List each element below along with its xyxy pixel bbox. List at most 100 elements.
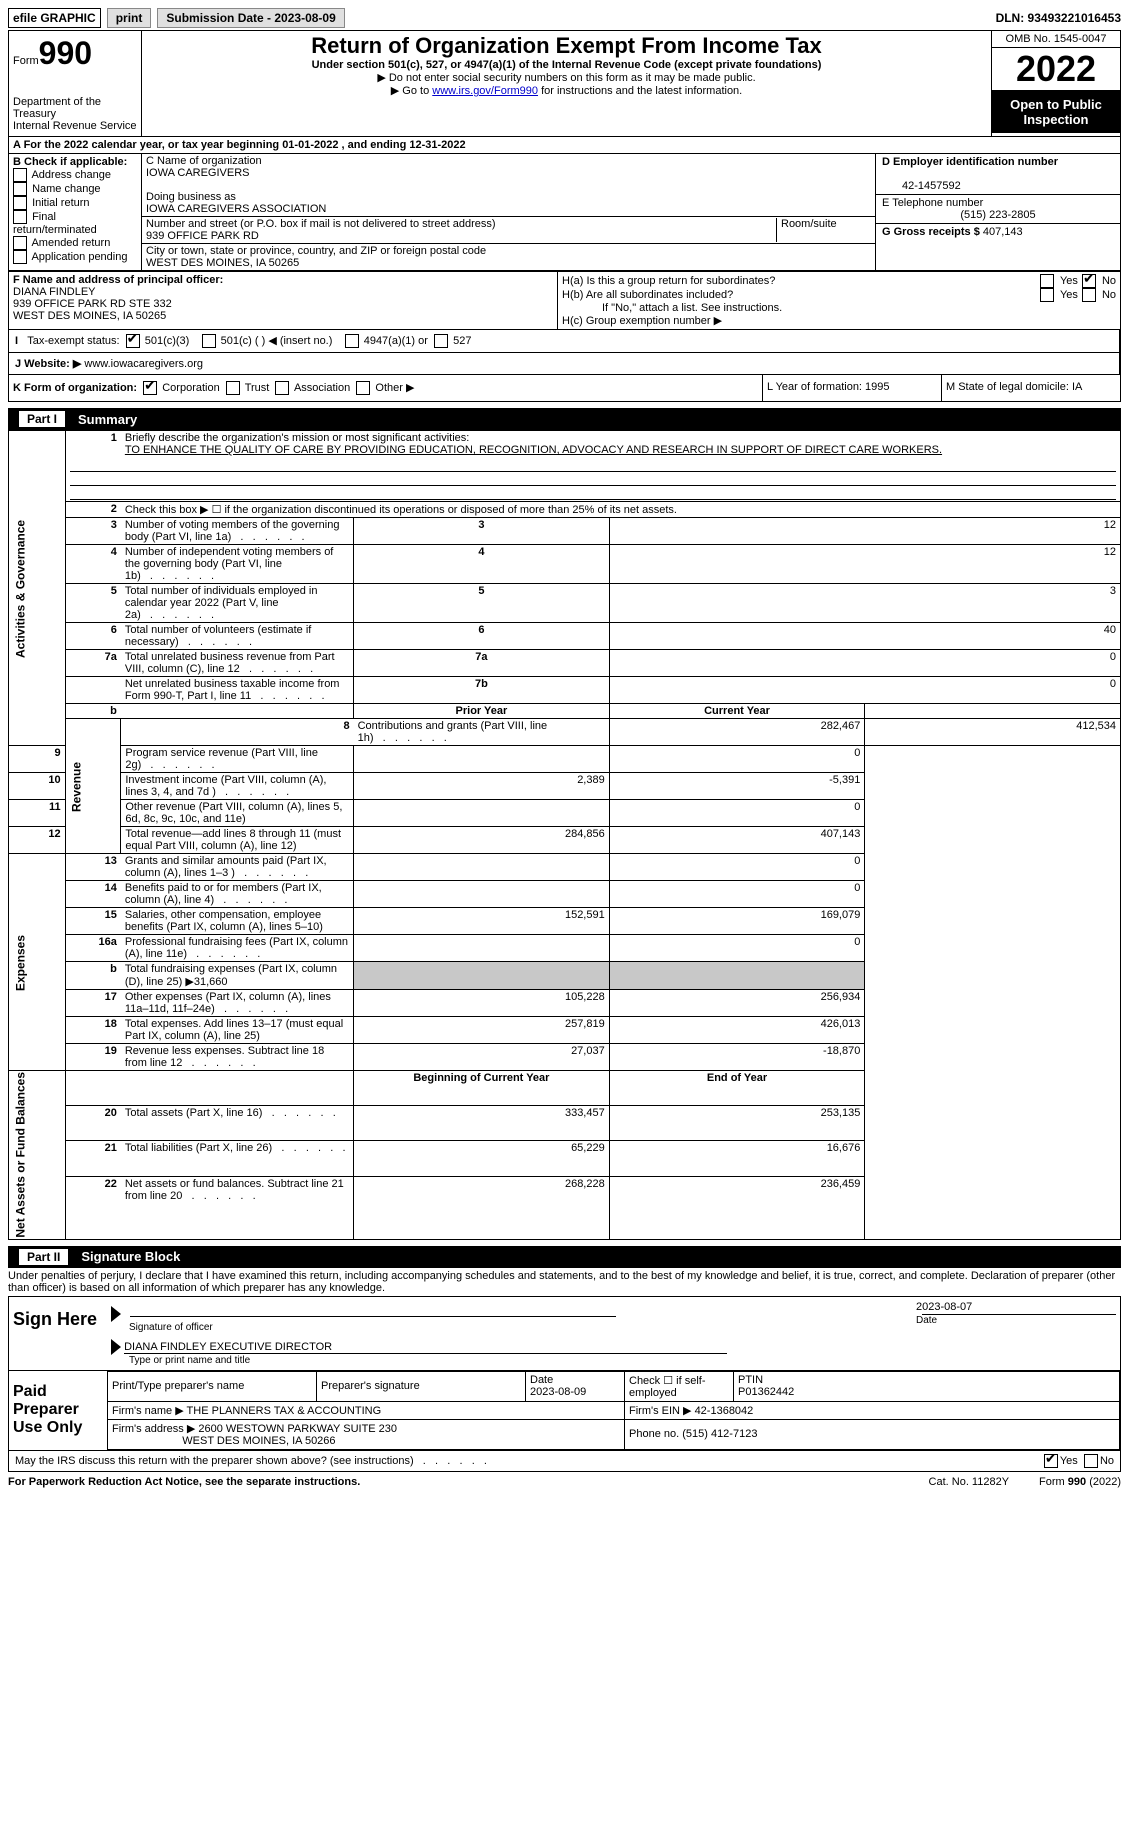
form-number: 990 [39,35,92,71]
firm-name-label: Firm's name ▶ [112,1405,184,1417]
chk-initial-return[interactable] [13,196,27,210]
chk-other[interactable] [356,381,370,395]
ha-label: H(a) Is this a group return for subordin… [562,275,1036,287]
hdr-prior-year: Prior Year [354,704,610,719]
hdr-boy: Beginning of Current Year [354,1071,610,1106]
firm-phone: Phone no. (515) 412-7123 [625,1419,1120,1449]
may-discuss: May the IRS discuss this return with the… [15,1455,1044,1467]
hb-yes[interactable] [1040,288,1054,302]
opt-address-change: Address change [31,169,111,181]
yes-text: Yes [1060,275,1078,287]
arrow-icon2 [111,1339,121,1355]
chk-assoc[interactable] [275,381,289,395]
form-title: Return of Organization Exempt From Incom… [142,33,991,59]
efile-label: efile GRAPHIC [8,8,101,28]
side-net-assets: Net Assets or Fund Balances [9,1071,66,1240]
ha-yes[interactable] [1040,274,1054,288]
irs-label: Internal Revenue Service [13,120,137,132]
opt-trust: Trust [245,382,270,394]
hb-label: H(b) Are all subordinates included? [562,289,1036,301]
gross-receipts-label: G Gross receipts $ [882,226,980,238]
chk-amended[interactable] [13,236,27,250]
opt-app-pending: Application pending [31,251,127,263]
chk-address-change[interactable] [13,168,27,182]
line-1-text: Briefly describe the organization's miss… [125,432,469,444]
phone-label: E Telephone number [882,197,983,209]
dba-value: IOWA CAREGIVERS ASSOCIATION [146,203,326,215]
form-word: Form [13,55,39,67]
sign-here: Sign Here [9,1297,107,1370]
firm-ein-val: 42-1368042 [695,1405,754,1417]
side-expenses: Expenses [9,854,66,1071]
year-formation: L Year of formation: 1995 [763,375,942,401]
ssn-note: ▶ Do not enter social security numbers o… [142,71,991,84]
hdr-eoy: End of Year [609,1071,865,1106]
chk-501c3[interactable] [126,334,140,348]
cat-no: Cat. No. 11282Y [929,1476,1010,1488]
firm-addr2: WEST DES MOINES, IA 50266 [182,1435,335,1447]
ptin-val: P01362442 [738,1386,794,1398]
side-activities: Activities & Governance [9,431,66,746]
opt-501c3: 501(c)(3) [145,335,190,347]
chk-name-change[interactable] [13,182,27,196]
tax-year: 2022 [992,48,1120,91]
hdr-current-year: Current Year [609,704,865,719]
chk-trust[interactable] [226,381,240,395]
goto-suffix: for instructions and the latest informat… [538,85,742,97]
opt-other: Other ▶ [375,382,414,394]
chk-4947[interactable] [345,334,359,348]
irs-link[interactable]: www.irs.gov/Form990 [432,85,538,97]
prep-sig-label: Preparer's signature [317,1371,526,1401]
paid-preparer-label: Paid Preparer Use Only [9,1371,107,1450]
chk-501c[interactable] [202,334,216,348]
city-label: City or town, state or province, country… [146,245,486,257]
opt-corp: Corporation [162,382,219,394]
line-2-num: 2 [65,502,121,518]
chk-corp[interactable] [143,381,157,395]
prep-date-val: 2023-08-09 [530,1386,586,1398]
goto-prefix: ▶ Go to [391,85,432,97]
gross-receipts-value: 407,143 [983,226,1023,238]
mission-text: TO ENHANCE THE QUALITY OF CARE BY PROVID… [125,444,942,456]
prep-name-label: Print/Type preparer's name [108,1371,317,1401]
phone-value: (515) 223-2805 [882,209,1114,221]
row-4: 4Number of independent voting members of… [9,545,1121,584]
chk-527[interactable] [434,334,448,348]
form-subtitle: Under section 501(c), 527, or 4947(a)(1)… [142,59,991,71]
row-a-period: A For the 2022 calendar year, or tax yea… [8,137,1121,154]
opt-527: 527 [453,335,471,347]
chk-final-return[interactable] [13,210,27,224]
may-yes[interactable] [1044,1454,1058,1468]
row-5: 5Total number of individuals employed in… [9,584,1121,623]
ha-no[interactable] [1082,274,1096,288]
prep-date-label: Date [530,1374,553,1386]
opt-assoc: Association [294,382,350,394]
firm-name-val: THE PLANNERS TAX & ACCOUNTING [187,1405,382,1417]
pra-notice: For Paperwork Reduction Act Notice, see … [8,1476,360,1488]
officer-label: F Name and address of principal officer: [13,274,223,286]
opt-name-change: Name change [32,183,101,195]
date-label: Date [916,1315,1116,1326]
ptin-label: PTIN [738,1374,763,1386]
row-7a: 7aTotal unrelated business revenue from … [9,650,1121,677]
addr-label: Number and street (or P.O. box if mail i… [146,218,496,230]
hb-note: If "No," attach a list. See instructions… [562,302,1116,314]
print-button[interactable]: print [107,8,152,28]
website-label: J Website: ▶ [15,358,81,370]
ein-value: 42-1457592 [882,180,961,192]
form-footer: Form 990 (2022) [1039,1476,1121,1488]
k-label: K Form of organization: [13,382,137,394]
chk-app-pending[interactable] [13,250,27,264]
hb-no[interactable] [1082,288,1096,302]
hc-label: H(c) Group exemption number ▶ [562,314,1116,327]
line-2-text: Check this box ▶ ☐ if the organization d… [121,502,1121,518]
row-7b: Net unrelated business taxable income fr… [9,677,1121,704]
city-value: WEST DES MOINES, IA 50265 [146,257,299,269]
officer-addr1: 939 OFFICE PARK RD STE 332 [13,298,172,310]
may-no[interactable] [1084,1454,1098,1468]
opt-501c: 501(c) ( ) ◀ (insert no.) [221,335,333,347]
opt-4947: 4947(a)(1) or [364,335,428,347]
dept-treasury: Department of the Treasury [13,96,137,120]
row-6: 6Total number of volunteers (estimate if… [9,623,1121,650]
officer-addr2: WEST DES MOINES, IA 50265 [13,310,166,322]
